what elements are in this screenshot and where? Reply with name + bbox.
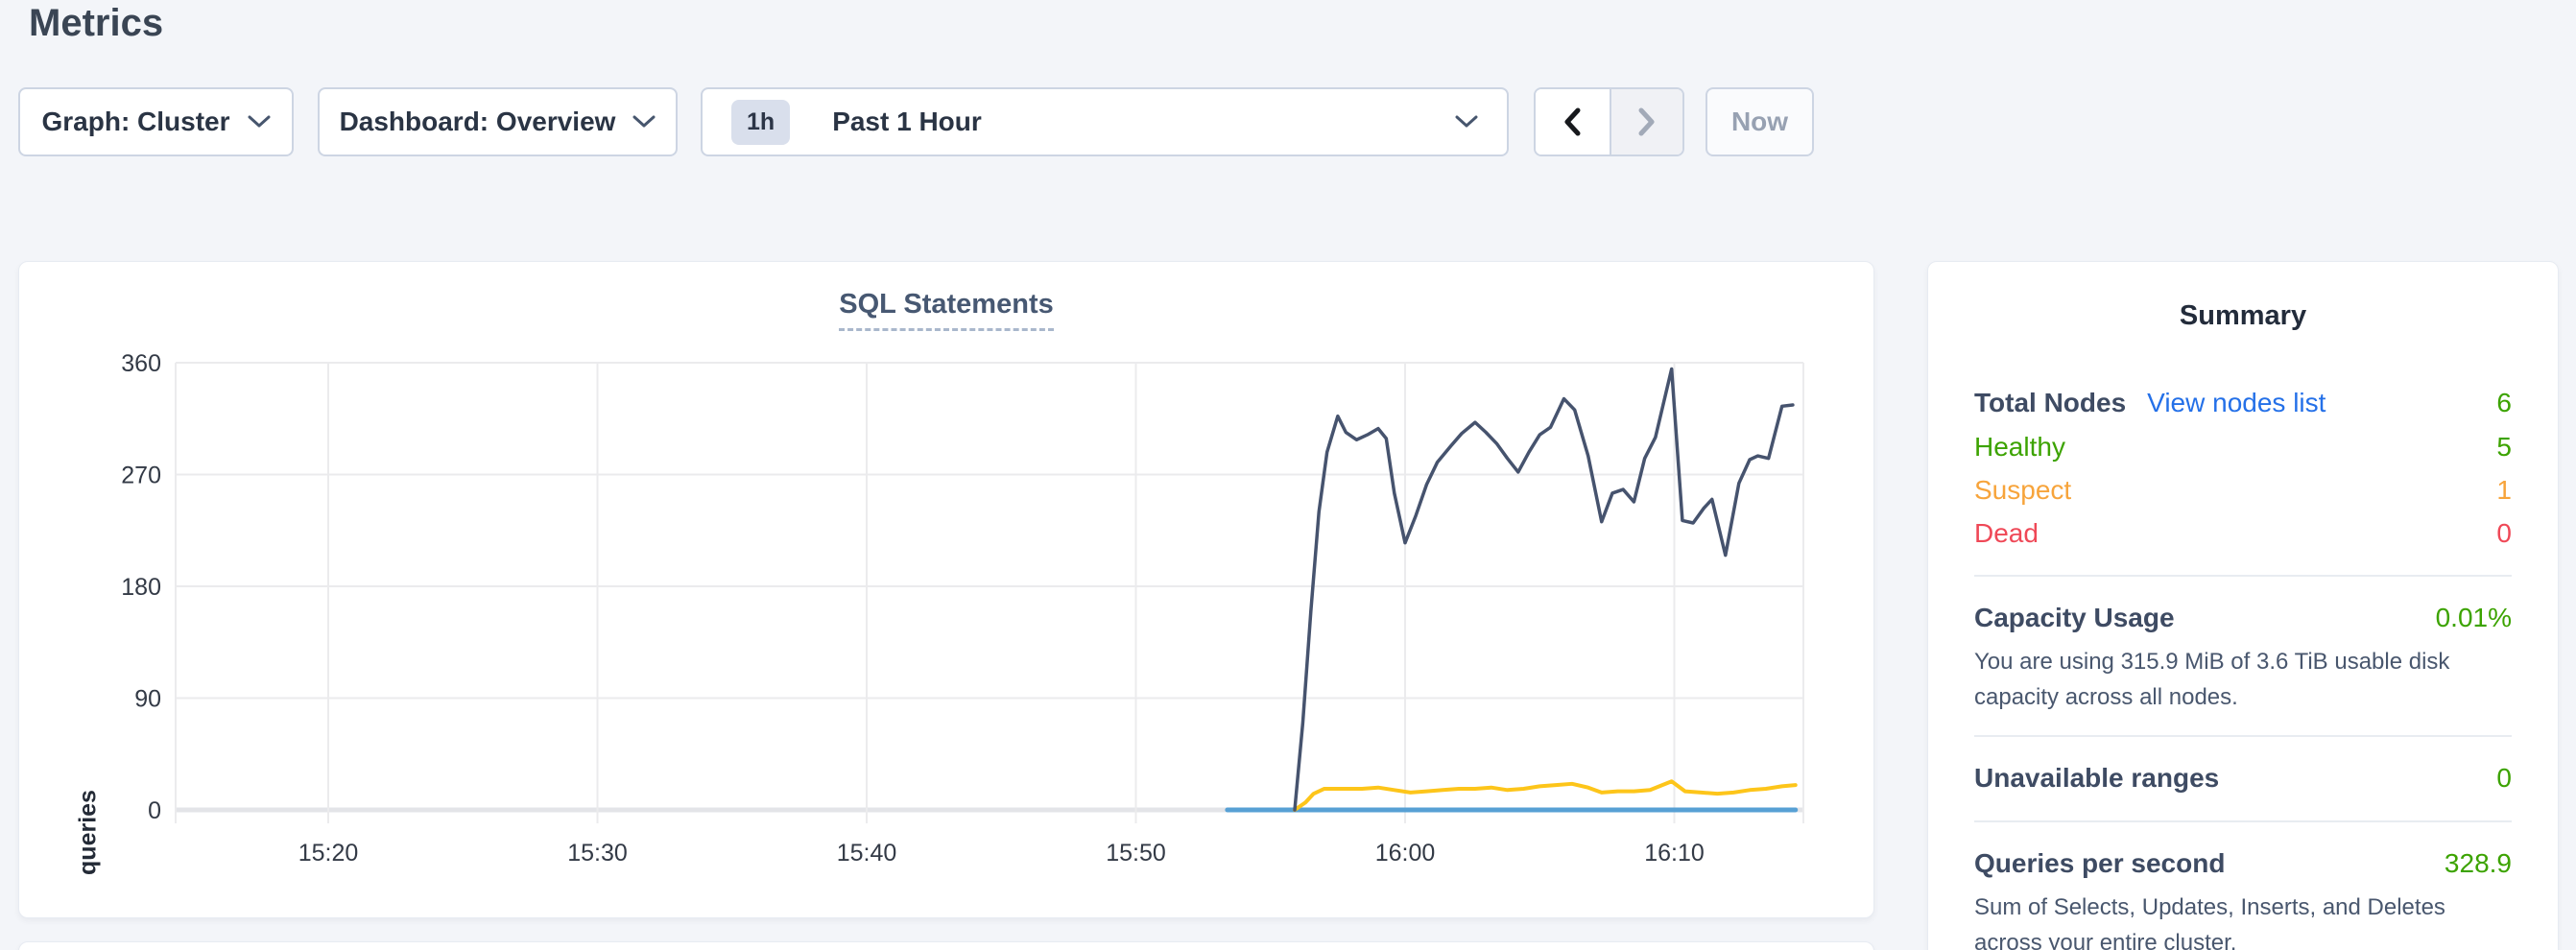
queries-per-second-description: Sum of Selects, Updates, Inserts, and De… [1974,894,2445,950]
total-nodes-label: Total Nodes [1974,388,2127,417]
chevron-down-icon [1455,115,1478,128]
time-window-pager [1534,87,1684,156]
svg-text:180: 180 [121,574,161,601]
time-range-badge: 1h [731,99,791,145]
capacity-usage-row: Capacity Usage 0.01% [1974,596,2512,640]
suspect-nodes-row: Suspect 1 [1974,468,2512,511]
time-range-dropdown[interactable]: 1h Past 1 Hour [701,87,1509,156]
svg-text:90: 90 [134,686,161,713]
view-nodes-list-link[interactable]: View nodes list [2147,388,2326,417]
suspect-label: Suspect [1974,474,2072,505]
svg-text:15:50: 15:50 [1106,840,1166,867]
svg-text:16:10: 16:10 [1644,840,1705,867]
next-time-window-button[interactable] [1609,89,1682,154]
dead-label: Dead [1974,517,2039,548]
sql-statements-chart-card: SQL Statements queries 0 90 180 270 360 15:20… [18,261,1874,918]
queries-per-second-value: 328.9 [2444,848,2512,878]
chart-title[interactable]: SQL Statements [839,289,1054,331]
svg-text:15:30: 15:30 [567,840,628,867]
graph-type-dropdown-label: Graph: Cluster [41,107,230,136]
page-title: Metrics [29,2,164,44]
svg-text:15:20: 15:20 [298,840,359,867]
svg-text:270: 270 [121,463,161,489]
svg-text:16:00: 16:00 [1375,840,1436,867]
unavailable-ranges-value: 0 [2496,763,2512,793]
sql-statements-chart-svg[interactable]: 0 90 180 270 360 15:20 15:30 15:40 15:50 16:00 16:… [19,262,1875,919]
summary-panel: Summary Total Nodes View nodes list 6 He… [1927,261,2559,950]
healthy-value: 5 [2496,431,2512,462]
svg-text:15:40: 15:40 [837,840,897,867]
total-nodes-row: Total Nodes View nodes list 6 [1974,381,2512,425]
unavailable-ranges-label: Unavailable ranges [1974,763,2220,793]
dead-value: 0 [2496,517,2512,548]
capacity-usage-label: Capacity Usage [1974,603,2175,632]
chevron-right-icon [1638,107,1655,136]
now-button[interactable]: Now [1705,87,1814,156]
summary-title: Summary [2179,300,2307,331]
chevron-down-icon [248,115,271,128]
capacity-usage-description: You are using 315.9 MiB of 3.6 TiB usabl… [1974,649,2450,710]
chevron-left-icon [1564,107,1581,136]
suspect-value: 1 [2496,474,2512,505]
svg-text:360: 360 [121,350,161,377]
previous-time-window-button[interactable] [1536,89,1610,154]
svg-text:0: 0 [148,797,161,824]
dashboard-dropdown[interactable]: Dashboard: Overview [318,87,678,156]
healthy-nodes-row: Healthy 5 [1974,425,2512,468]
next-chart-card-top-edge [18,941,1874,950]
chart-title-row: SQL Statements [19,289,1873,331]
summary-divider [1974,735,2512,737]
graph-type-dropdown[interactable]: Graph: Cluster [18,87,294,156]
total-nodes-value: 6 [2496,388,2512,417]
time-range-label: Past 1 Hour [832,107,982,136]
dashboard-dropdown-label: Dashboard: Overview [339,107,616,136]
unavailable-ranges-row: Unavailable ranges 0 [1974,756,2512,800]
dead-nodes-row: Dead 0 [1974,511,2512,555]
queries-per-second-row: Queries per second 328.9 [1974,842,2512,886]
capacity-usage-value: 0.01% [2435,603,2512,632]
queries-per-second-label: Queries per second [1974,848,2226,878]
healthy-label: Healthy [1974,431,2065,462]
summary-divider [1974,575,2512,577]
summary-divider [1974,820,2512,822]
chevron-down-icon [632,115,656,128]
